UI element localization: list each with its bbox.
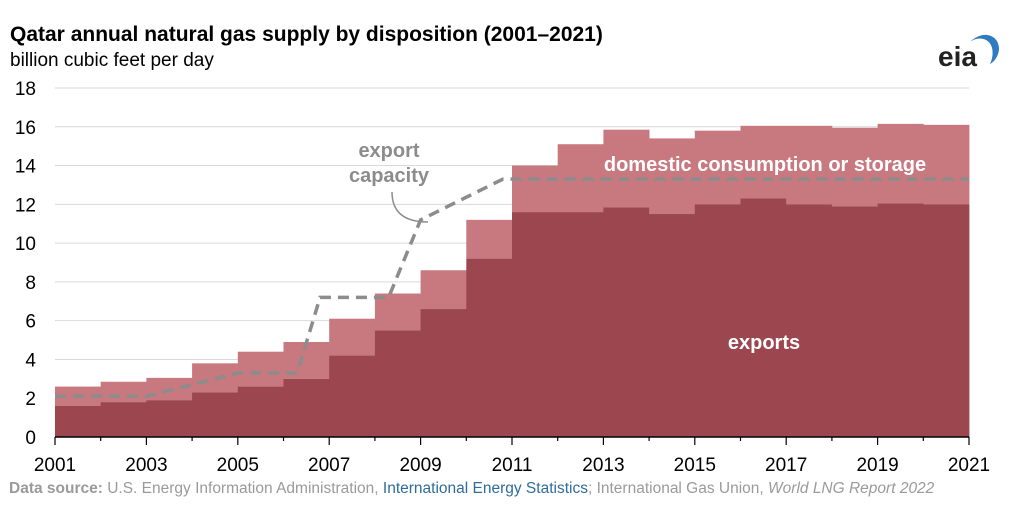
domestic-bar-2016 — [740, 125, 787, 199]
exports-bar-2009 — [420, 309, 467, 437]
domestic-bar-2005 — [237, 351, 284, 387]
stacked-areas — [55, 123, 970, 437]
capacity-label-line1: export — [358, 140, 419, 162]
exports-bar-2004 — [192, 392, 239, 437]
exports-bar-2005 — [237, 386, 284, 437]
capacity-line-group — [55, 177, 969, 399]
axes: 0 2 4 6 8 10 12 14 16 18 2001 2003 2005 2007 2009 2011 2… — [15, 79, 990, 476]
exports-bar-2017 — [786, 204, 833, 437]
domestic-bar-2017 — [786, 125, 833, 205]
x-tick-label-2015: 2015 — [674, 455, 716, 476]
x-tick-label-2019: 2019 — [856, 455, 898, 476]
domestic-bar-2002 — [100, 381, 147, 403]
exports-bar-2012 — [557, 212, 604, 437]
y-tick-label-0: 0 — [25, 428, 36, 449]
exports-bar-2008 — [374, 330, 421, 437]
y-tick-label-6: 6 — [25, 312, 36, 333]
exports-bar-2007 — [329, 355, 376, 437]
y-tick-label-8: 8 — [25, 273, 36, 294]
exports-bar-2006 — [283, 378, 330, 437]
exports-bar-2020 — [923, 204, 970, 437]
x-tick-label-2003: 2003 — [125, 455, 167, 476]
source-text-2: ; International Gas Union, — [587, 480, 769, 497]
source-note: Data source: U.S. Energy Information Adm… — [9, 478, 1009, 499]
x-tick-label-2011: 2011 — [492, 455, 533, 476]
exports-bar-2011 — [512, 212, 559, 437]
capacity-label-line2: capacity — [349, 165, 430, 187]
y-tick-label-2: 2 — [25, 389, 36, 410]
exports-bar-2010 — [466, 258, 513, 437]
domestic-bar-2018 — [831, 127, 878, 207]
y-tick-label-14: 14 — [15, 157, 37, 178]
exports-bar-2014 — [649, 214, 696, 437]
eia-logo-text: eia — [938, 41, 977, 72]
exports-bar-2019 — [877, 203, 924, 437]
exports-bar-2015 — [694, 204, 741, 437]
y-tick-label-10: 10 — [15, 234, 36, 255]
source-link[interactable]: International Energy Statistics — [382, 480, 588, 497]
exports-bar-2018 — [831, 206, 878, 437]
source-prefix: Data source: — [9, 480, 103, 497]
exports-bar-2002 — [100, 402, 147, 437]
x-tick-label-2009: 2009 — [399, 455, 441, 476]
source-text-1: U.S. Energy Information Administration, — [102, 480, 383, 497]
x-tick-label-2017: 2017 — [765, 455, 807, 476]
x-tick-label-2001: 2001 — [34, 455, 76, 476]
exports-label: exports — [728, 332, 800, 354]
y-tick-label-16: 16 — [15, 118, 36, 139]
export-capacity-line — [55, 177, 969, 399]
domestic-label: domestic consumption or storage — [604, 154, 926, 176]
exports-bar-2016 — [740, 198, 787, 437]
eia-logo-swoosh — [970, 34, 999, 64]
exports-bar-2003 — [146, 400, 193, 437]
exports-bar-2013 — [603, 207, 650, 437]
chart-subtitle: billion cubic feet per day — [10, 50, 214, 71]
domestic-bar-2011 — [512, 165, 559, 213]
domestic-bar-2009 — [420, 270, 467, 310]
x-tick-label-2021: 2021 — [948, 455, 990, 476]
chart-area: 0 2 4 6 8 10 12 14 16 18 2001 2003 2005 2007 2009 2011 2… — [15, 79, 990, 476]
source-italic: World LNG Report 2022 — [768, 480, 935, 497]
capacity-leader-line — [391, 191, 429, 223]
x-tick-label-2005: 2005 — [217, 455, 259, 476]
y-tick-label-18: 18 — [15, 79, 36, 100]
exports-bar-2001 — [55, 405, 102, 437]
domestic-bar-2013 — [603, 129, 650, 208]
y-tick-label-12: 12 — [15, 195, 36, 216]
y-tick-label-4: 4 — [25, 350, 36, 371]
annotations: exports domestic consumption or storage ex… — [349, 140, 926, 354]
eia-logo: eia — [938, 34, 999, 72]
chart-title: Qatar annual natural gas supply by dispo… — [10, 23, 603, 46]
domestic-bar-2015 — [694, 130, 741, 205]
domestic-bar-2010 — [466, 219, 513, 259]
domestic-bar-2020 — [923, 124, 970, 205]
domestic-bar-2019 — [877, 123, 924, 204]
domestic-bar-2008 — [374, 293, 421, 331]
domestic-bar-2007 — [329, 318, 376, 356]
x-tick-label-2013: 2013 — [582, 455, 624, 476]
x-tick-label-2007: 2007 — [308, 455, 350, 476]
domestic-bar-2014 — [649, 138, 696, 215]
